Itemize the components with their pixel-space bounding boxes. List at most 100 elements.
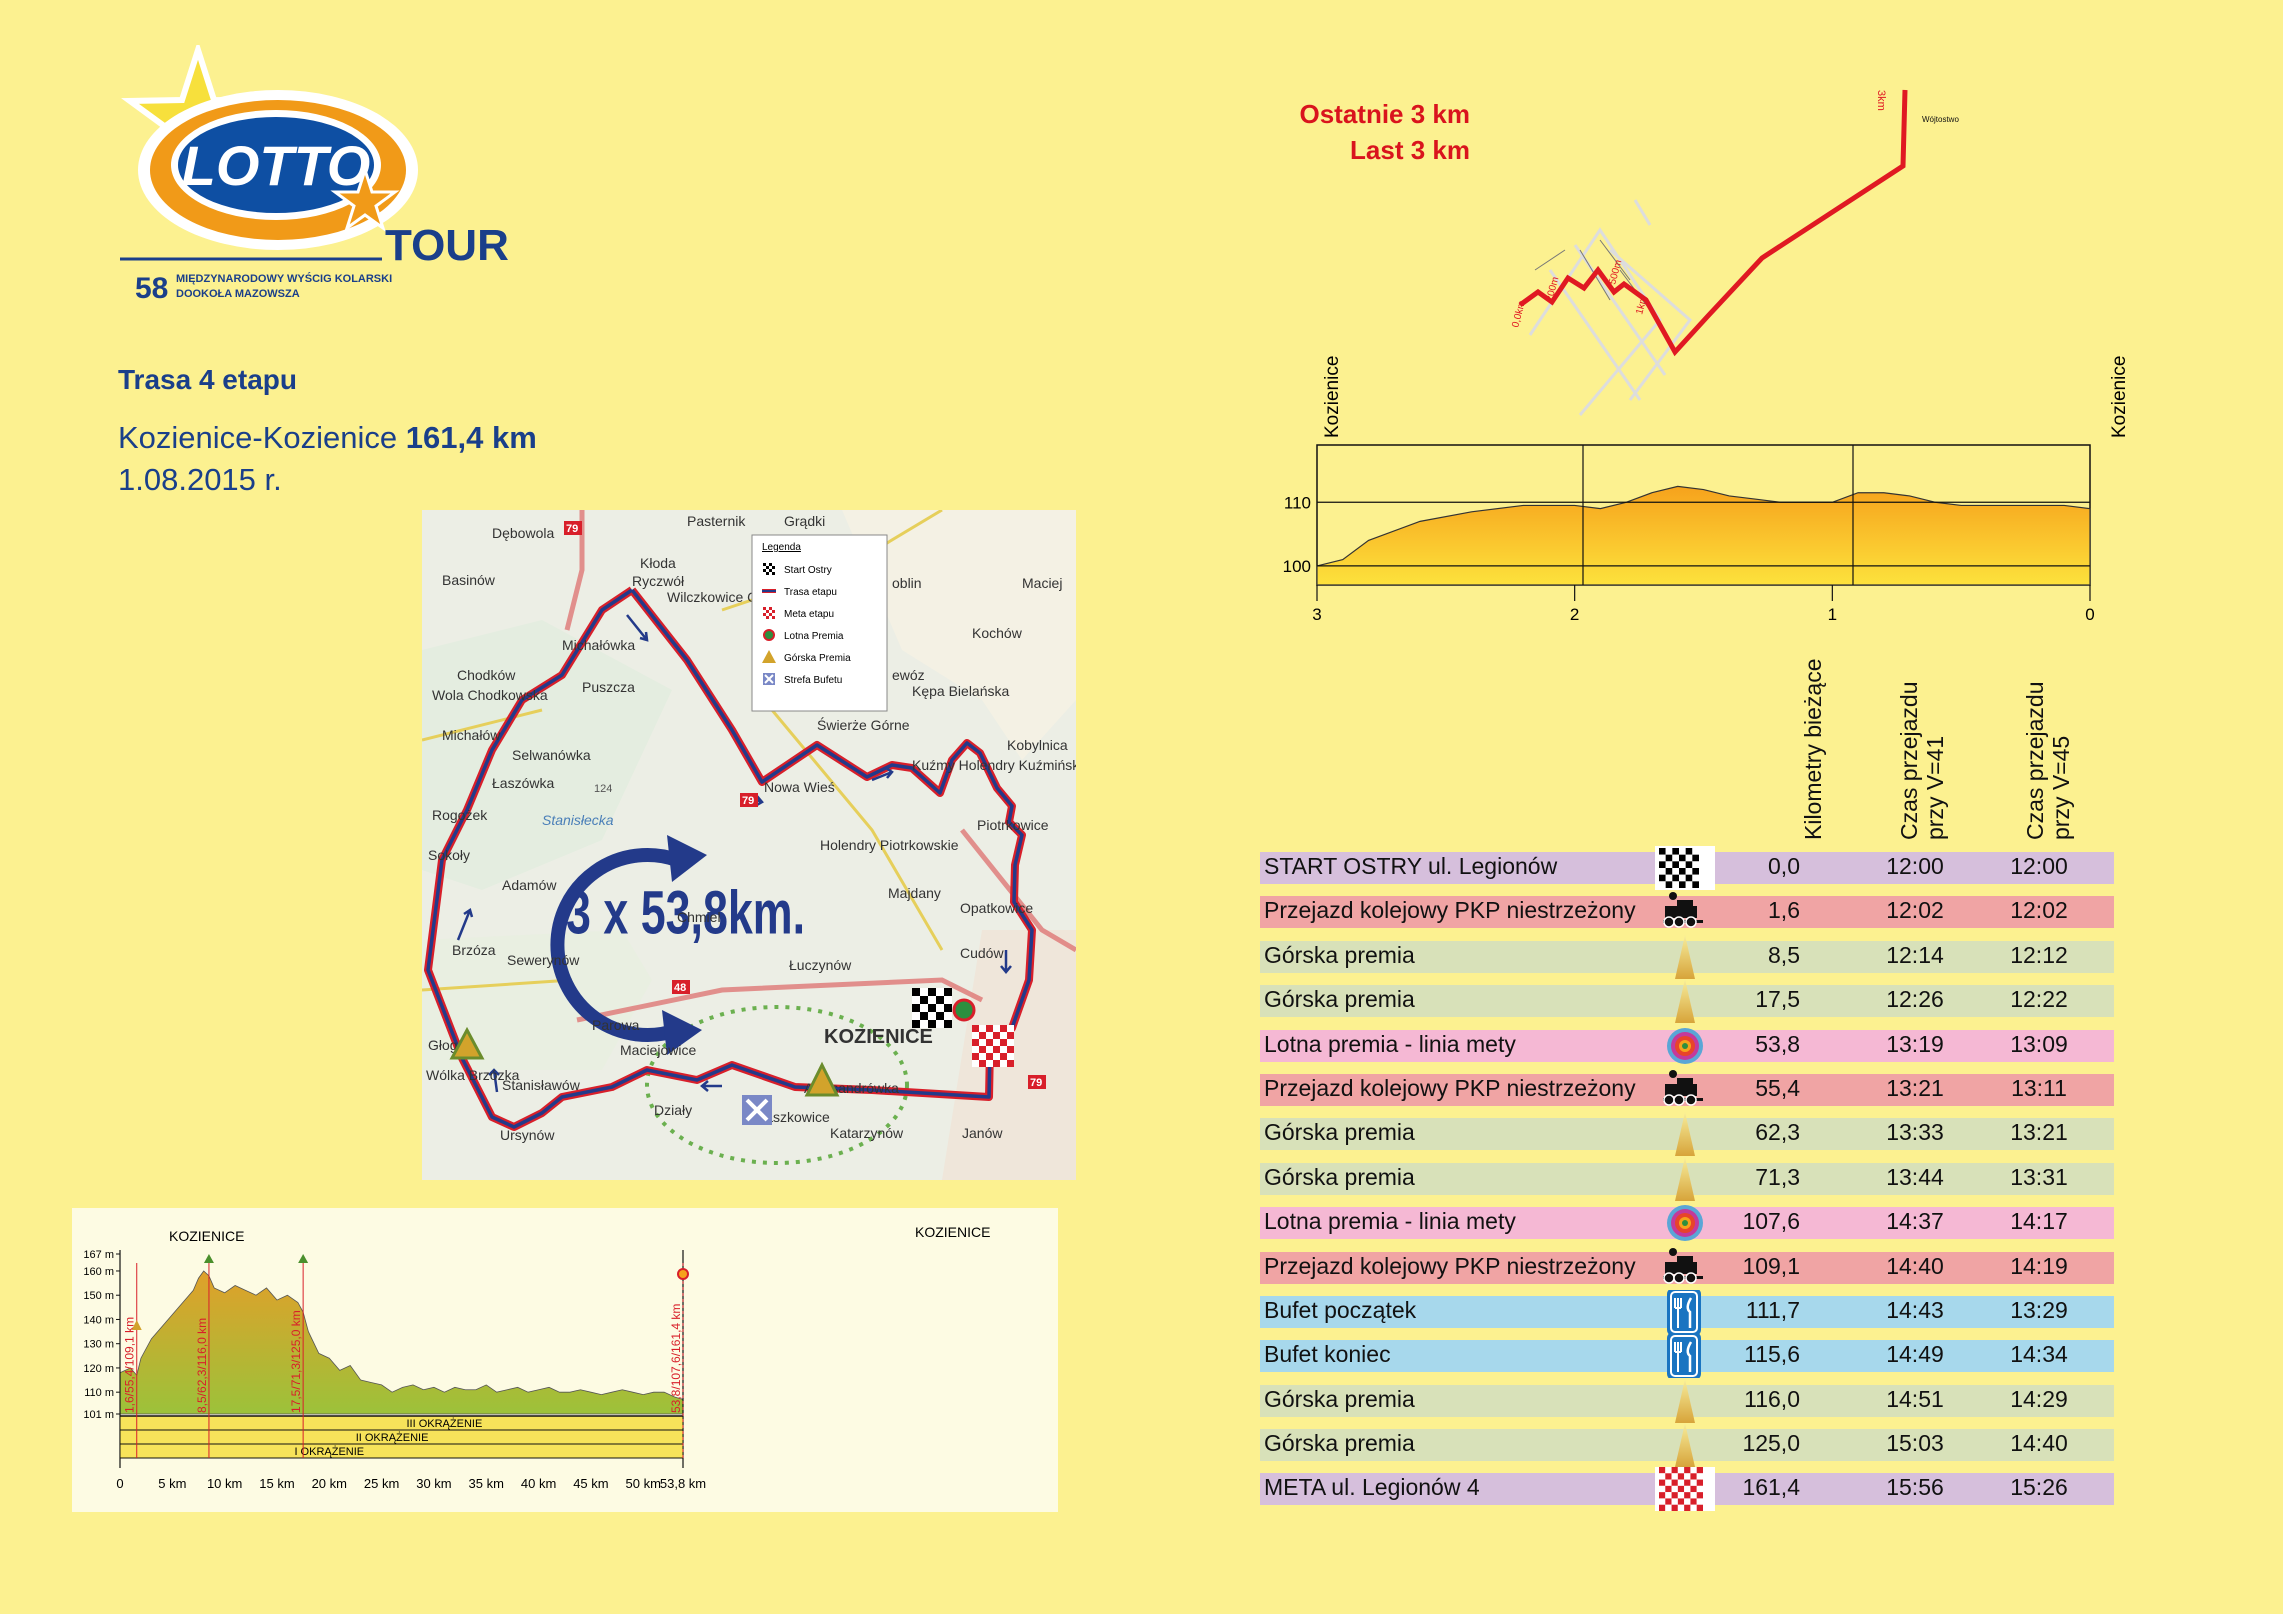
lap-y-tick: 160 m [83, 1266, 114, 1278]
svg-text:Meta etapu: Meta etapu [784, 609, 834, 620]
table-row: Górska premia 116,0 14:51 14:29 [1260, 1378, 2114, 1423]
lap-marker-label: 53,8/107,6/161,4 km [669, 1304, 683, 1413]
last-3km-x-tick: 1 [1828, 605, 1837, 624]
town-label: Rogożek [432, 807, 488, 823]
town-label: Brzóza [452, 942, 496, 958]
road-number-3: 48 [674, 982, 686, 994]
town-label: Kępa Bielańska [912, 683, 1010, 699]
row-time-45: 14:17 [2010, 1208, 2068, 1235]
lap-band-label: II OKRĄŻENIE [356, 1431, 429, 1444]
table-row: Górska premia 62,3 13:33 13:21 [1260, 1112, 2114, 1157]
feed-zone-marker [742, 1095, 772, 1125]
row-km: 17,5 [1755, 986, 1800, 1013]
lotto-tour-logo: LOTTO TOUR 58 MIĘDZYNARODOWY WYŚCIG KOLA… [110, 40, 570, 315]
town-label: Kobylnica [1007, 737, 1068, 753]
lap-x-tick: 50 km [626, 1476, 661, 1491]
row-time-45: 14:19 [2010, 1252, 2068, 1279]
town-label: Selwanówka [512, 747, 591, 763]
laps-arrow-icon [550, 848, 680, 1042]
map-legend: Legenda Start Ostry Trasa etapu Meta etapu… [751, 534, 888, 712]
row-name: Bufet koniec [1264, 1341, 1391, 1368]
table-row: Przejazd kolejowy PKP niestrzeżony 55,4 … [1260, 1068, 2114, 1112]
table-row: Górska premia 17,5 12:26 12:22 [1260, 979, 2114, 1024]
train-icon [1663, 892, 1703, 929]
table-row: Lotna premia - linia mety 107,6 14:37 14… [1260, 1201, 2114, 1245]
elevation-mark: 124 [594, 783, 612, 795]
km-mark-4: 0,0km [1510, 300, 1528, 329]
row-time-41: 14:51 [1886, 1385, 1944, 1412]
town-label: Łuczynów [789, 957, 852, 973]
train-icon [1663, 1069, 1703, 1106]
lap-y-tick: 130 m [83, 1339, 114, 1351]
row-km: 107,6 [1742, 1208, 1800, 1235]
row-time-45: 14:40 [2010, 1430, 2068, 1457]
header-time-45: Czas przejazdu przy V=45 [2022, 681, 2082, 841]
town-label: Katarzynów [830, 1125, 904, 1141]
lap-x-tick: 45 km [573, 1476, 608, 1491]
lap-y-tick: 140 m [83, 1314, 114, 1326]
town-label: Maciej [1022, 575, 1062, 591]
last-3km-route-line [1518, 89, 1908, 357]
town-label: Pasternik [687, 513, 746, 529]
town-label: Majdany [888, 885, 941, 901]
svg-text:Start Ostry: Start Ostry [784, 565, 832, 576]
last-3km-y-tick: 110 [1284, 493, 1311, 512]
table-row: Bufet początek 111,7 14:43 13:29 [1260, 1289, 2114, 1334]
row-name: Górska premia [1264, 1385, 1415, 1412]
last-3km-x-tick: 2 [1570, 605, 1579, 624]
table-row: Górska premia 8,5 12:14 12:12 [1260, 934, 2114, 979]
row-name: Górska premia [1264, 1430, 1415, 1457]
legend-item: Meta etapu [763, 607, 834, 620]
town-label: Kłoda [640, 555, 676, 571]
mountain-icon [1675, 934, 1695, 979]
legend-title: Legenda [762, 542, 801, 553]
row-time-41: 12:14 [1886, 941, 1944, 968]
town-label: Ursynów [500, 1127, 555, 1143]
mountain-icon [1675, 1378, 1695, 1423]
row-km: 1,6 [1768, 897, 1800, 924]
row-km: 62,3 [1755, 1119, 1800, 1146]
row-name: START OSTRY ul. Legionów [1264, 853, 1558, 879]
lap-band-label: I OKRĄŻENIE [294, 1445, 364, 1458]
header-time-45-text: Czas przejazdu przy V=45 [2022, 681, 2074, 840]
row-name: Górska premia [1264, 1163, 1415, 1190]
lap-y-tick: 167 m [83, 1249, 114, 1261]
town-label: Cudów [960, 945, 1004, 961]
lap-profile-end-label: KOZIENICE [915, 1224, 990, 1240]
row-time-41: 12:26 [1886, 986, 1944, 1013]
town-label: Piotrkowice [977, 817, 1049, 833]
lap-x-tick: 20 km [312, 1476, 347, 1491]
last-3km-profile-area [1316, 485, 2091, 586]
stage-title: Trasa 4 etapu [118, 364, 297, 395]
table-row: Górska premia 71,3 13:44 13:31 [1260, 1156, 2114, 1201]
lap-x-tick: 15 km [259, 1476, 294, 1491]
mountain-icon [1675, 979, 1695, 1024]
lap-profile-start-label: KOZIENICE [169, 1228, 244, 1244]
stage-route: Kozienice-Kozienice 161,4 km [118, 420, 537, 456]
table-row: Przejazd kolejowy PKP niestrzeżony 109,1… [1260, 1246, 2114, 1290]
mountain-icon [1675, 1156, 1695, 1201]
food-icon [1667, 1289, 1701, 1334]
row-time-45: 12:02 [2010, 897, 2068, 924]
last-3km-profile-chart: Kozienice Kozienice 110 100 3 2 1 0 [1283, 356, 2130, 624]
last-3km-end-label: Kozienice [2109, 356, 2130, 438]
legend-item: Trasa etapu [762, 587, 837, 598]
mountain-icon [1675, 1423, 1695, 1468]
lap-y-tick: 150 m [83, 1290, 114, 1302]
row-km: 115,6 [1744, 1341, 1800, 1368]
route-map: 3 x 53,8km. 79 79 48 79 124 Stanisłecka … [422, 510, 1076, 1180]
town-label: Michałów [442, 727, 501, 743]
row-time-41: 14:49 [1886, 1341, 1944, 1368]
stage-route-name: Kozienice-Kozienice [118, 420, 398, 455]
row-name: Lotna premia - linia mety [1264, 1030, 1516, 1057]
table-row: Bufet koniec 115,6 14:49 14:34 [1260, 1334, 2114, 1379]
last-3km-y-tick: 100 [1283, 557, 1311, 576]
last-3km-start-label: Kozienice [1322, 356, 1343, 438]
mountain-icon [1675, 1112, 1695, 1157]
town-label: Holendry Piotrkowskie [820, 837, 959, 853]
row-time-41: 15:03 [1886, 1430, 1944, 1457]
header-time-41-text: Czas przejazdu przy V=41 [1896, 681, 1948, 840]
row-name: Lotna premia - linia mety [1264, 1208, 1516, 1235]
stage-distance: 161,4 km [405, 420, 537, 455]
road-number-1: 79 [566, 523, 578, 535]
